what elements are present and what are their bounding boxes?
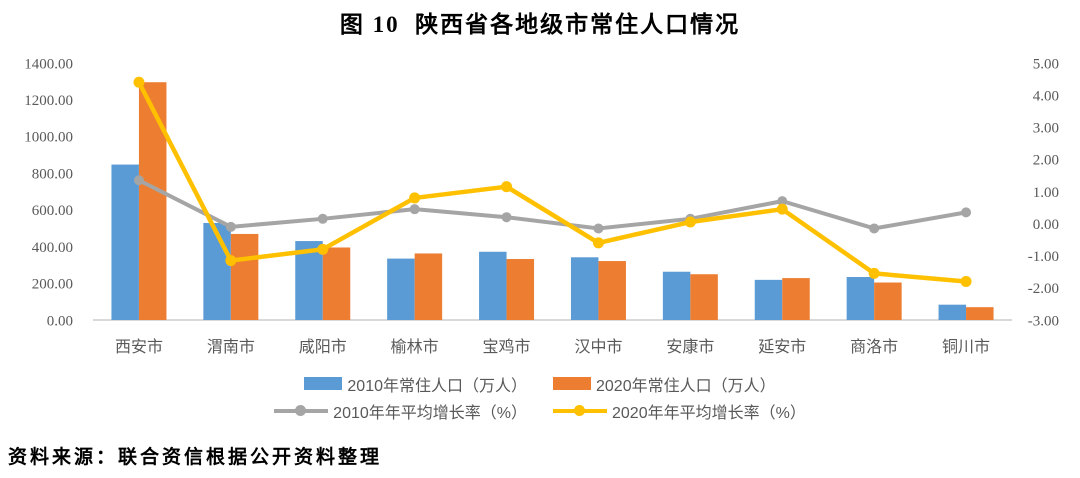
bar-series1-cat6 [690,274,718,320]
y-axis-right-tick-2: 3.00 [1033,121,1059,137]
legend-swatch-bar-2010-icon [304,377,343,390]
x-axis-label-3: 榆林市 [391,338,439,356]
y-axis-right-tick-8: -3.00 [1028,313,1059,329]
legend-swatch-line-2020-icon [553,405,607,416]
y-axis-right-tick-0: 5.00 [1033,56,1059,72]
marker-series3-cat1 [225,255,237,267]
legend-label-population-2010: 2010年常住人口（万人） [347,377,527,395]
marker-series2-cat7 [777,196,788,207]
marker-series2-cat4 [501,212,512,223]
x-axis-label-8: 商洛市 [850,338,898,356]
bar-series0-cat1 [203,222,231,320]
legend-item-population-2010: 2010年常住人口（万人） [304,372,527,396]
x-axis-label-4: 宝鸡市 [483,338,531,356]
x-axis-label-0: 西安市 [115,338,163,356]
marker-series3-cat7 [776,203,788,215]
legend-label-growth-2020: 2020年年平均增长率（%） [612,404,806,422]
marker-series2-cat0 [133,175,144,186]
x-axis-label-7: 延安市 [758,338,806,356]
x-axis-label-9: 铜川市 [942,338,990,356]
y-axis-left-tick-6: 200.00 [32,277,73,293]
legend-item-growth-2020: 2020年年平均增长率（%） [553,399,806,423]
legend-dot-2020-icon [574,405,585,416]
bar-series0-cat8 [846,277,875,320]
bar-series1-cat3 [414,253,443,320]
y-axis-left-tick-3: 800.00 [32,166,73,182]
line-series3 [136,80,969,284]
marker-series3-cat8 [868,267,880,279]
y-axis-right-tick-6: -1.00 [1028,249,1059,265]
bar-series0-cat0 [111,164,139,320]
y-axis-right-tick-4: 1.00 [1033,185,1059,201]
marker-series2-cat1 [225,221,236,232]
bar-series0-cat5 [570,257,599,320]
bar-series0-cat9 [938,304,967,320]
marker-series2-cat3 [409,204,420,215]
legend-label-growth-2010: 2010年年平均增长率（%） [333,404,527,422]
legend-swatch-line-2010-icon [274,405,329,416]
marker-series3-cat2 [317,243,329,255]
bar-series0-cat3 [387,258,415,320]
legend-label-population-2020: 2020年常住人口（万人） [596,377,776,395]
bar-series1-cat0 [138,82,167,320]
x-axis-label-5: 汉中市 [574,338,622,356]
bar-series1-cat4 [506,259,535,320]
marker-series3-cat0 [133,76,145,88]
bar-series1-cat2 [322,247,351,320]
bar-series1-cat7 [782,278,810,320]
source-note: 资料来源：联合资信根据公开资料整理 [8,447,383,468]
y-axis-left-tick-4: 600.00 [32,203,73,219]
marker-series3-cat3 [409,192,421,204]
line-series2 [136,178,969,231]
x-axis-label-1: 渭南市 [207,338,255,356]
legend-item-growth-2010: 2010年年平均增长率（%） [274,399,527,423]
marker-series2-cat2 [317,213,328,224]
bar-series0-cat6 [662,271,691,320]
x-axis-label-6: 安康市 [666,338,714,356]
marker-series3-cat9 [960,275,972,287]
bar-series1-cat9 [966,307,994,320]
legend-row-bars: 2010年常住人口（万人） 2020年常住人口（万人） [304,370,776,397]
legend-item-population-2020: 2020年常住人口（万人） [553,372,776,396]
marker-series3-cat6 [684,216,696,228]
marker-series2-cat8 [869,223,880,234]
legend-swatch-bar-2020-icon [553,377,591,390]
legend-dot-2010-icon [295,405,307,416]
bar-series1-cat1 [230,233,259,320]
bar-series0-cat4 [479,251,507,320]
y-axis-left-tick-5: 400.00 [32,240,73,256]
y-axis-right-tick-3: 2.00 [1033,153,1059,169]
bar-series0-cat7 [754,279,783,320]
bar-series1-cat5 [598,261,626,320]
y-axis-left-tick-0: 1400.00 [24,56,73,72]
marker-series3-cat5 [592,237,604,249]
y-axis-right-tick-7: -2.00 [1028,281,1059,297]
y-axis-right-tick-5: 0.00 [1033,217,1059,233]
x-axis-label-2: 咸阳市 [299,338,347,356]
marker-series2-cat9 [961,207,972,218]
marker-series2-cat5 [593,223,604,234]
y-axis-left-tick-7: 0.00 [47,313,73,329]
chart-legend: 2010年常住人口（万人） 2020年常住人口（万人） 2010年年平均增长率（… [0,370,1080,424]
legend-row-lines: 2010年年平均增长率（%） 2020年年平均增长率（%） [274,397,806,424]
chart-title: 图 10 陕西省各地级市常住人口情况 [339,12,741,37]
y-axis-left-tick-2: 1000.00 [24,130,73,146]
bar-series1-cat8 [874,282,902,320]
y-axis-right-tick-1: 4.00 [1033,88,1059,104]
marker-series3-cat4 [501,181,513,193]
y-axis-left-tick-1: 1200.00 [24,93,73,109]
